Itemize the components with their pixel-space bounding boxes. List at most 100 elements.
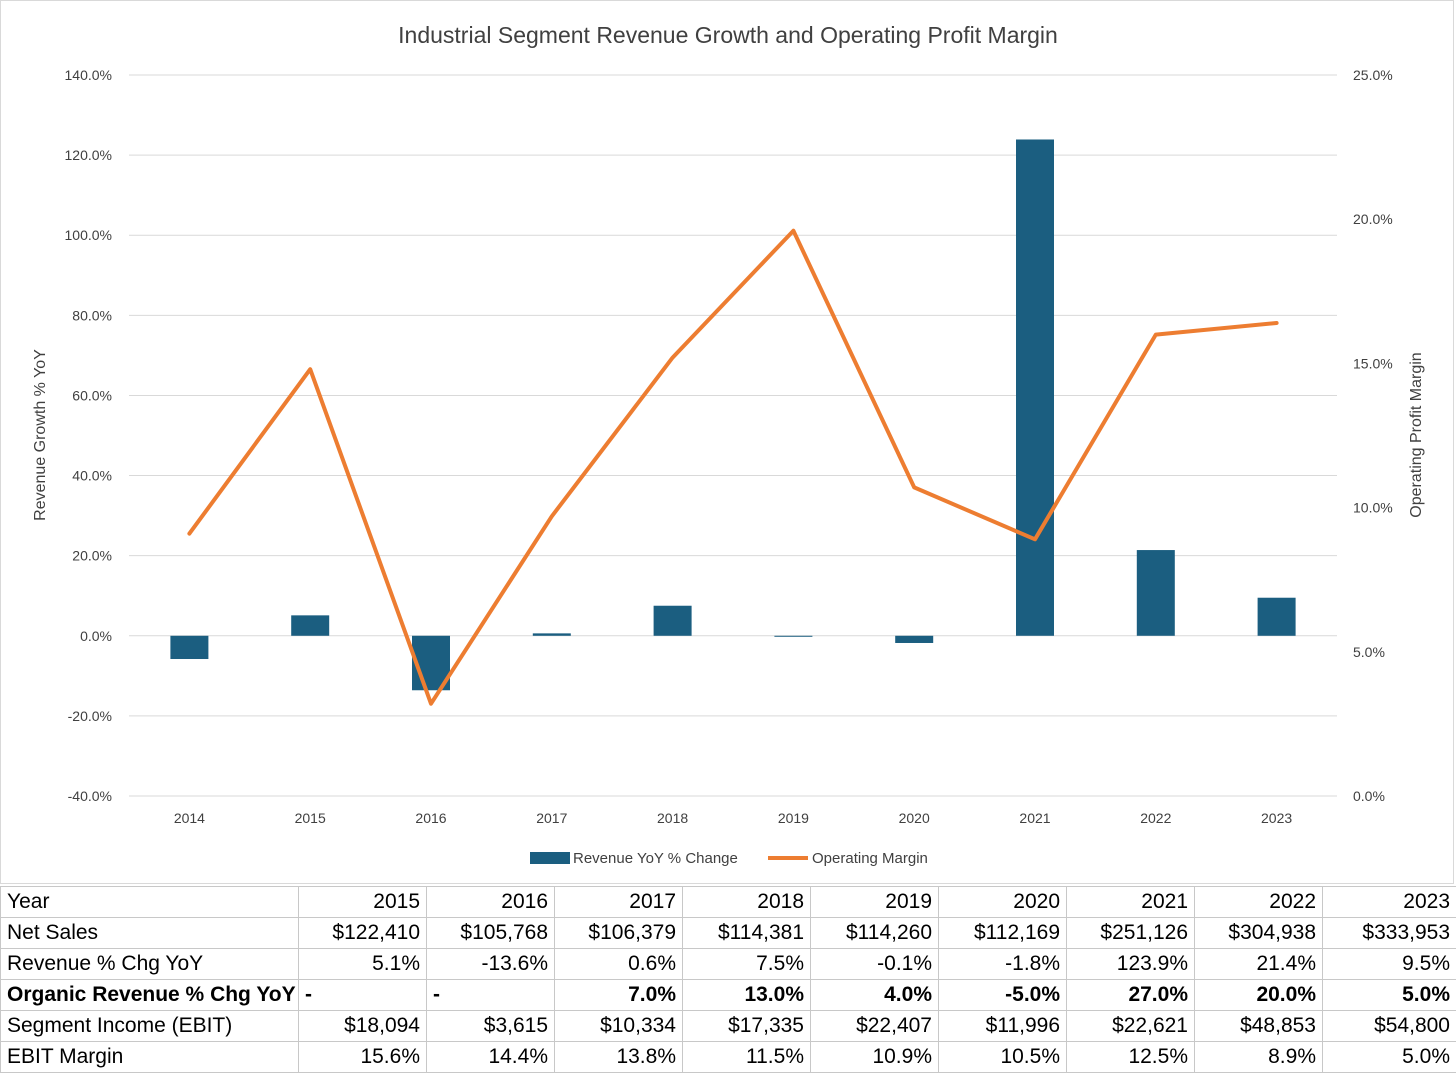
table-row: Organic Revenue % Chg YoY - -7.0% 13.0% 4.0%… bbox=[0, 979, 1456, 1011]
row-label: Organic Revenue % Chg YoY bbox=[0, 979, 299, 1011]
y-axis-left-label: Revenue Growth % YoY bbox=[32, 349, 49, 521]
x-axis-ticks: 2014 2015 2016 2017 2018 2019 2020 2021 2022 2023 bbox=[174, 810, 1293, 826]
table-cell: $22,407 bbox=[810, 1010, 939, 1042]
table-cell: - bbox=[426, 979, 555, 1011]
year-cell: 2015 bbox=[298, 886, 427, 918]
revenue-bars bbox=[170, 139, 1296, 691]
table-cell: 12.5% bbox=[1066, 1041, 1195, 1073]
table-row: Revenue % Chg YoY 5.1% -13.6% 0.6% 7.5% -0.1%… bbox=[0, 948, 1456, 980]
legend-label-margin: Operating Margin bbox=[812, 850, 928, 867]
revenue-bar bbox=[1136, 550, 1175, 636]
y-left-tick-label: 120.0% bbox=[65, 147, 112, 163]
table-cell: $17,335 bbox=[682, 1010, 811, 1042]
table-cell: 13.0% bbox=[682, 979, 811, 1011]
y-left-tick-label: 0.0% bbox=[80, 628, 112, 644]
y-left-tick-label: -40.0% bbox=[68, 788, 112, 804]
revenue-bar bbox=[774, 635, 813, 637]
x-tick-label: 2016 bbox=[415, 810, 446, 826]
x-tick-label: 2023 bbox=[1261, 810, 1292, 826]
table-cell: 10.5% bbox=[938, 1041, 1067, 1073]
table-cell: 14.4% bbox=[426, 1041, 555, 1073]
revenue-bar bbox=[1257, 597, 1296, 636]
table-cell: $18,094 bbox=[298, 1010, 427, 1042]
table-cell: 4.0% bbox=[810, 979, 939, 1011]
y-right-tick-label: 15.0% bbox=[1353, 355, 1393, 371]
y-left-tick-label: 60.0% bbox=[72, 387, 112, 403]
table-cell: 7.5% bbox=[682, 948, 811, 980]
x-tick-label: 2017 bbox=[536, 810, 567, 826]
table-cell: 10.9% bbox=[810, 1041, 939, 1073]
table-cell: $54,800 bbox=[1322, 1010, 1456, 1042]
table-cell: -0.1% bbox=[810, 948, 939, 980]
y-axis-right-ticks: 25.0% 20.0% 15.0% 10.0% 5.0% 0.0% bbox=[1353, 67, 1393, 804]
year-cell: 2023 bbox=[1322, 886, 1456, 918]
revenue-bar bbox=[1016, 139, 1054, 636]
table-cell: -13.6% bbox=[426, 948, 555, 980]
table-cell: 7.0% bbox=[554, 979, 683, 1011]
table-cell: $105,768 bbox=[426, 917, 555, 949]
y-left-tick-label: -20.0% bbox=[68, 708, 112, 724]
y-axis-left-ticks: 140.0% 120.0% 100.0% 80.0% 60.0% 40.0% 20.0% 0.… bbox=[65, 67, 112, 804]
table-cell: $106,379 bbox=[554, 917, 683, 949]
operating-margin-line-group bbox=[187, 228, 1279, 706]
table-cell: $11,996 bbox=[938, 1010, 1067, 1042]
year-cell: 2017 bbox=[554, 886, 683, 918]
y-left-tick-label: 40.0% bbox=[72, 468, 112, 484]
table-cell: $114,381 bbox=[682, 917, 811, 949]
table-cell: $251,126 bbox=[1066, 917, 1195, 949]
table-cell: $3,615 bbox=[426, 1010, 555, 1042]
table-cell: -5.0% bbox=[938, 979, 1067, 1011]
x-tick-label: 2021 bbox=[1019, 810, 1050, 826]
year-cell: 2020 bbox=[938, 886, 1067, 918]
year-cell: 2016 bbox=[426, 886, 555, 918]
revenue-bar bbox=[532, 633, 571, 636]
revenue-bar bbox=[653, 605, 692, 636]
table-cell: 20.0% bbox=[1194, 979, 1323, 1011]
table-cell: $304,938 bbox=[1194, 917, 1323, 949]
table-cell: - bbox=[298, 979, 427, 1011]
table-cell: $114,260 bbox=[810, 917, 939, 949]
table-cell: 0.6% bbox=[554, 948, 683, 980]
year-cell: 2019 bbox=[810, 886, 939, 918]
year-cell: 2018 bbox=[682, 886, 811, 918]
revenue-bar bbox=[291, 615, 330, 636]
x-tick-label: 2020 bbox=[899, 810, 930, 826]
table-cell: 11.5% bbox=[682, 1041, 811, 1073]
table-cell: 5.0% bbox=[1322, 979, 1456, 1011]
x-tick-label: 2018 bbox=[657, 810, 688, 826]
table-row: Segment Income (EBIT) $18,094 $3,615 $10,33… bbox=[0, 1010, 1456, 1042]
row-label: Segment Income (EBIT) bbox=[0, 1010, 299, 1042]
x-tick-label: 2022 bbox=[1140, 810, 1171, 826]
operating-margin-line bbox=[187, 228, 1279, 706]
table-cell: 5.0% bbox=[1322, 1041, 1456, 1073]
legend-swatch-revenue bbox=[530, 852, 570, 864]
table-header-row: Year 2015 2016 2017 2018 2019 2020 2021 2022 2023 bbox=[0, 886, 1456, 918]
table-cell: 27.0% bbox=[1066, 979, 1195, 1011]
y-left-tick-label: 80.0% bbox=[72, 307, 112, 323]
legend-label-revenue: Revenue YoY % Change bbox=[573, 850, 738, 867]
y-left-tick-label: 140.0% bbox=[65, 67, 112, 83]
legend: Revenue YoY % Change Operating Margin bbox=[530, 850, 928, 867]
y-left-tick-label: 100.0% bbox=[65, 227, 112, 243]
table-cell: 5.1% bbox=[298, 948, 427, 980]
x-tick-label: 2019 bbox=[778, 810, 809, 826]
combo-chart: Industrial Segment Revenue Growth and Op… bbox=[32, 22, 1425, 867]
y-right-tick-label: 10.0% bbox=[1353, 500, 1393, 516]
table-cell: 21.4% bbox=[1194, 948, 1323, 980]
table-cell: $10,334 bbox=[554, 1010, 683, 1042]
table-cell: $333,953 bbox=[1322, 917, 1456, 949]
table-cell: 9.5% bbox=[1322, 948, 1456, 980]
table-row: EBIT Margin 15.6% 14.4% 13.8% 11.5% 10.9% 10.5… bbox=[0, 1041, 1456, 1073]
chart-area: Industrial Segment Revenue Growth and Op… bbox=[0, 0, 1454, 884]
table-cell: $112,169 bbox=[938, 917, 1067, 949]
chart-title: Industrial Segment Revenue Growth and Op… bbox=[398, 22, 1058, 48]
y-right-tick-label: 20.0% bbox=[1353, 211, 1393, 227]
year-cell: 2022 bbox=[1194, 886, 1323, 918]
table-cell: 8.9% bbox=[1194, 1041, 1323, 1073]
row-label: Year bbox=[0, 886, 299, 918]
table-cell: 15.6% bbox=[298, 1041, 427, 1073]
row-label: Revenue % Chg YoY bbox=[0, 948, 299, 980]
table-cell: $48,853 bbox=[1194, 1010, 1323, 1042]
table-row: Net Sales $122,410 $105,768 $106,379 $114,38… bbox=[0, 917, 1456, 949]
x-tick-label: 2015 bbox=[295, 810, 326, 826]
